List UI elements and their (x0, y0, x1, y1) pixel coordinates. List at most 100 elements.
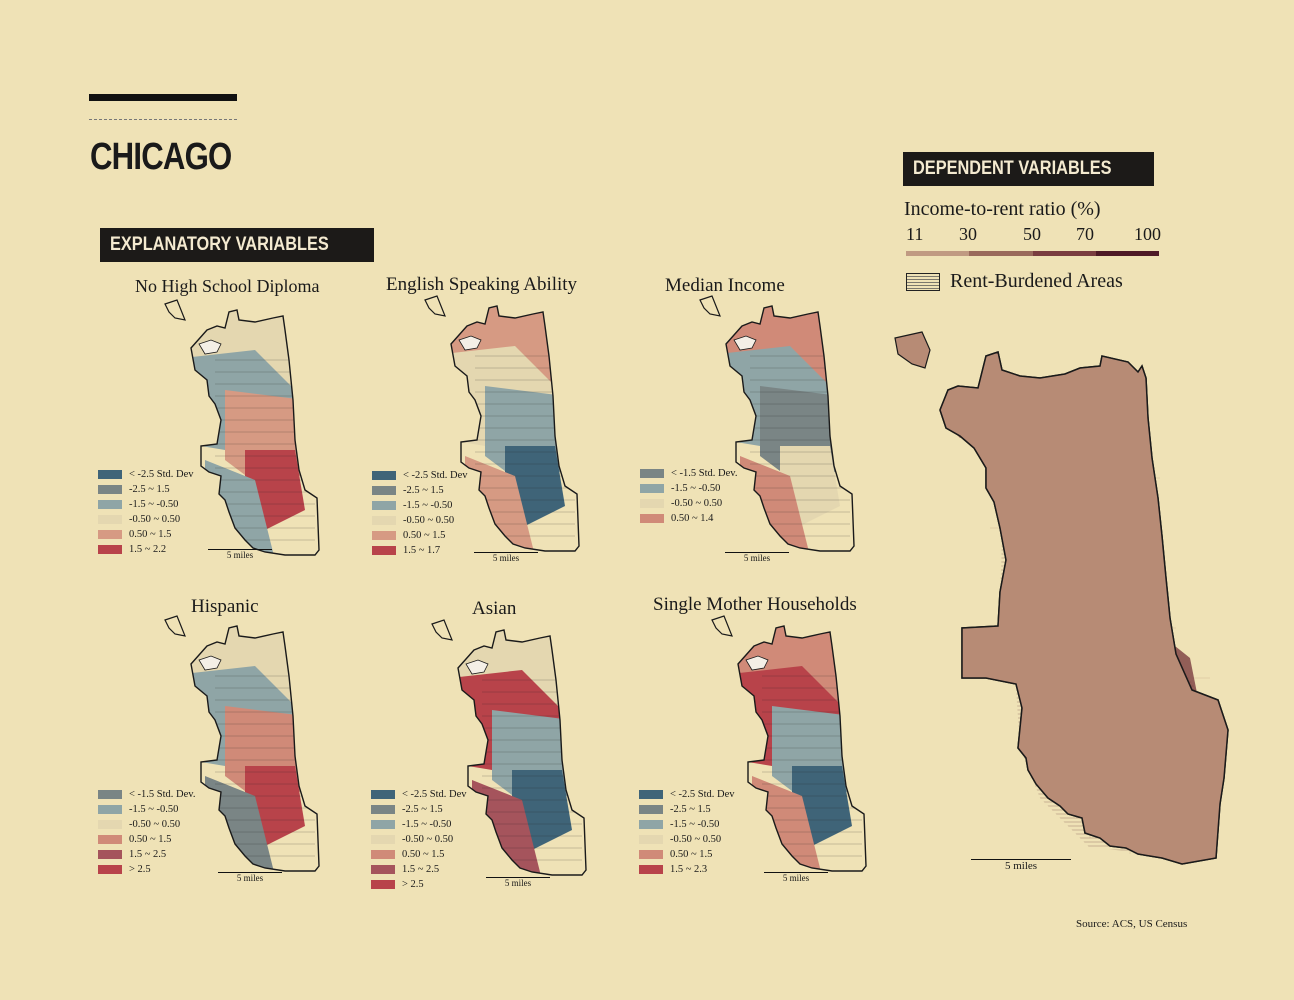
scale-bar-median-income: 5 miles (725, 552, 789, 563)
legend-swatch (98, 820, 122, 829)
scale-label: 5 miles (504, 878, 532, 888)
scale-label: 5 miles (236, 873, 264, 883)
legend-item: 1.5 ~ 2.2 (98, 542, 194, 557)
ratio-legend-title: Income-to-rent ratio (%) (904, 198, 1101, 220)
legend-swatch (98, 835, 122, 844)
ratio-tick: 100 (1134, 224, 1161, 244)
ratio-tick: 70 (1076, 224, 1094, 244)
legend-swatch (98, 515, 122, 524)
scale-bar-single-mother: 5 miles (764, 872, 828, 883)
city-outline (725, 305, 855, 552)
legend-item: -1.5 ~ -0.50 (640, 481, 738, 496)
legend-label: -0.50 ~ 0.50 (402, 834, 454, 845)
legend-swatch (372, 486, 396, 495)
legend-swatch (372, 501, 396, 510)
legend-swatch (98, 790, 122, 799)
panel-title-hispanic: Hispanic (191, 596, 259, 617)
city-outline (457, 629, 587, 876)
panel-title-english-speaking: English Speaking Ability (386, 274, 578, 295)
page-title: CHICAGO (90, 136, 232, 178)
legend-label: 0.50 ~ 1.5 (670, 849, 713, 860)
map-no-high-school (164, 299, 335, 570)
legend-label: < -2.5 Std. Dev (670, 789, 735, 800)
legend-item: -1.5 ~ -0.50 (98, 802, 196, 817)
legend-item: < -2.5 Std. Dev (371, 787, 467, 802)
map-hispanic (164, 615, 335, 886)
legend-label: -0.50 ~ 0.50 (403, 515, 455, 526)
legend-swatch (639, 835, 663, 844)
ramp-segment (906, 251, 970, 256)
legend-item: 0.50 ~ 1.5 (371, 847, 467, 862)
legend-label: > 2.5 (402, 879, 424, 890)
scale-label: 5 miles (743, 553, 771, 563)
legend-swatch (371, 865, 395, 874)
legend-swatch (639, 790, 663, 799)
legend-label: < -1.5 Std. Dev. (129, 789, 196, 800)
legend-label: < -2.5 Std. Dev (402, 789, 467, 800)
ratio-legend-ticks: 11 30 50 70 100 (906, 224, 1168, 248)
legend-median-income: < -1.5 Std. Dev. -1.5 ~ -0.50 -0.50 ~ 0.50… (640, 466, 738, 526)
dependent-variables-tag: DEPENDENT VARIABLES (903, 152, 1154, 186)
small-map-svg (164, 299, 320, 556)
legend-label: < -2.5 Std. Dev (129, 469, 194, 480)
rent-burdened-label: Rent-Burdened Areas (950, 270, 1123, 292)
legend-item: > 2.5 (98, 862, 196, 877)
legend-label: -0.50 ~ 0.50 (129, 514, 181, 525)
legend-label: -0.50 ~ 0.50 (670, 834, 722, 845)
city-outline (450, 305, 580, 552)
legend-item: 1.5 ~ 2.5 (371, 862, 467, 877)
legend-swatch (639, 850, 663, 859)
legend-item: -2.5 ~ 1.5 (371, 802, 467, 817)
ramp-segment (969, 251, 1033, 256)
rent-burdened-hatch-icon (906, 273, 940, 291)
legend-swatch (372, 471, 396, 480)
map-asian (431, 619, 612, 890)
ratio-tick: 50 (1023, 224, 1041, 244)
scale-bar-hispanic: 5 miles (218, 872, 282, 883)
legend-swatch (371, 805, 395, 814)
legend-swatch (371, 790, 395, 799)
ramp-segment (1032, 251, 1096, 256)
legend-label: -0.50 ~ 0.50 (671, 498, 723, 509)
small-map-svg (699, 295, 855, 552)
legend-item: < -1.5 Std. Dev. (640, 466, 738, 481)
legend-item: 0.50 ~ 1.5 (98, 832, 196, 847)
legend-item: -2.5 ~ 1.5 (372, 483, 468, 498)
legend-label: 1.5 ~ 1.7 (403, 545, 441, 556)
legend-swatch (640, 499, 664, 508)
small-map-svg (424, 295, 580, 552)
legend-label: 0.50 ~ 1.5 (403, 530, 446, 541)
legend-item: -1.5 ~ -0.50 (98, 497, 194, 512)
legend-label: 1.5 ~ 2.3 (670, 864, 708, 875)
legend-swatch (371, 850, 395, 859)
legend-item: < -2.5 Std. Dev (372, 468, 468, 483)
cutout-area (733, 335, 757, 351)
source-note: Source: ACS, US Census (1076, 918, 1188, 930)
scale-bar-no-high-school: 5 miles (208, 549, 272, 560)
legend-item: -0.50 ~ 0.50 (371, 832, 467, 847)
legend-swatch (371, 835, 395, 844)
legend-label: > 2.5 (129, 864, 151, 875)
cutout-area (745, 655, 769, 671)
legend-english-speaking: < -2.5 Std. Dev -2.5 ~ 1.5 -1.5 ~ -0.50 -0.… (372, 468, 468, 558)
small-map-svg (711, 615, 867, 872)
legend-label: 1.5 ~ 2.5 (402, 864, 440, 875)
scale-bar-dependent: 5 miles (971, 859, 1071, 872)
legend-item: -2.5 ~ 1.5 (98, 482, 194, 497)
legend-item: < -2.5 Std. Dev (98, 467, 194, 482)
legend-label: < -2.5 Std. Dev (403, 470, 468, 481)
ratio-color-ramp (906, 251, 1159, 256)
legend-asian: < -2.5 Std. Dev -2.5 ~ 1.5 -1.5 ~ -0.50 -0.… (371, 787, 467, 892)
map-single-mother (711, 615, 887, 886)
legend-swatch (639, 805, 663, 814)
map-english-speaking (424, 295, 605, 566)
legend-label: 0.50 ~ 1.5 (129, 834, 172, 845)
explanatory-variables-tag: EXPLANATORY VARIABLES (100, 228, 375, 262)
small-map-svg (164, 615, 320, 872)
legend-item: -0.50 ~ 0.50 (98, 817, 196, 832)
panel-title-asian: Asian (472, 598, 517, 619)
legend-item: -1.5 ~ -0.50 (371, 817, 467, 832)
legend-swatch (98, 850, 122, 859)
legend-swatch (98, 545, 122, 554)
ratio-tick: 11 (906, 224, 924, 244)
